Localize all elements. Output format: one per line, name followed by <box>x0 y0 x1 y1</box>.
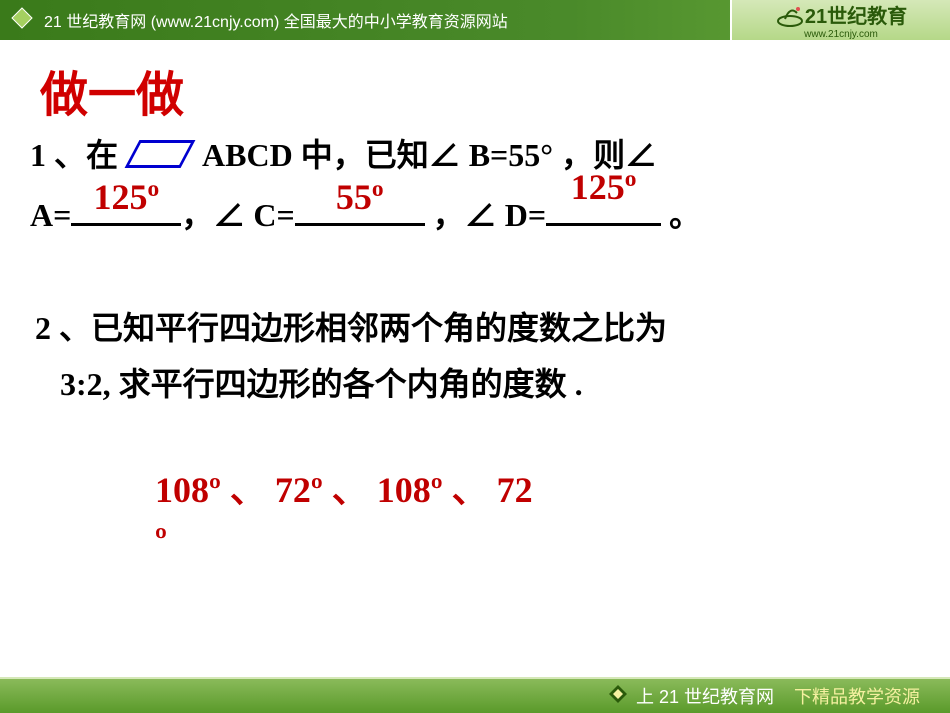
answer-2: 108º 、 72º 、 108º 、 72 º <box>155 465 533 565</box>
logo-sub: www.21cnjy.com <box>775 29 907 40</box>
question-1: 1 、在 ABCD 中，已知∠ B=55° ，则∠ A=125o，∠ C=55o… <box>30 125 910 245</box>
ans2-values: 108º 、 72º 、 108º 、 72 <box>155 470 533 510</box>
logo-icon <box>775 1 805 29</box>
top-right-logo-box: 21世纪教育 www.21cnjy.com <box>730 0 950 40</box>
question-2: 2 、已知平行四边形相邻两个角的度数之比为 3:2, 求平行四边形的各个内角的度… <box>35 300 915 412</box>
answer-a: 125o <box>71 159 181 227</box>
q1-end: 。 <box>661 197 701 233</box>
q1-sep2: ，∠ D= <box>425 197 546 233</box>
q2-line2: 3:2, 求平行四边形的各个内角的度数 . <box>35 356 915 412</box>
answer-d: 125o <box>546 149 661 217</box>
bottom-text: 上 21 世纪教育网 下精品教学资源 <box>636 683 920 709</box>
top-banner-text: 21 世纪教育网 (www.21cnjy.com) 全国最大的中小学教育资源网站 <box>44 8 508 32</box>
answer-c: 55o <box>295 159 425 227</box>
blank-d: 125o <box>546 190 661 226</box>
ans2-last-deg: º <box>155 520 167 560</box>
bottom-icon <box>608 684 628 709</box>
bottom-banner: 上 21 世纪教育网 下精品教学资源 <box>0 677 950 713</box>
q1-line2-pre: A= <box>30 197 71 233</box>
banner-icon <box>10 6 34 35</box>
top-banner: 21 世纪教育网 (www.21cnjy.com) 全国最大的中小学教育资源网站… <box>0 0 950 40</box>
slide-content: 做一做 1 、在 ABCD 中，已知∠ B=55° ，则∠ A=125o，∠ C… <box>0 40 950 677</box>
blank-a: 125o <box>71 190 181 226</box>
blank-c: 55o <box>295 190 425 226</box>
slide-title: 做一做 <box>40 55 184 125</box>
q1-sep1: ，∠ C= <box>181 197 294 233</box>
bottom-text-left: 上 21 世纪教育网 <box>636 687 774 707</box>
bottom-text-right: 下精品教学资源 <box>794 687 920 707</box>
logo-text: 21世纪教育 <box>805 0 907 29</box>
q2-line1: 2 、已知平行四边形相邻两个角的度数之比为 <box>35 300 915 356</box>
